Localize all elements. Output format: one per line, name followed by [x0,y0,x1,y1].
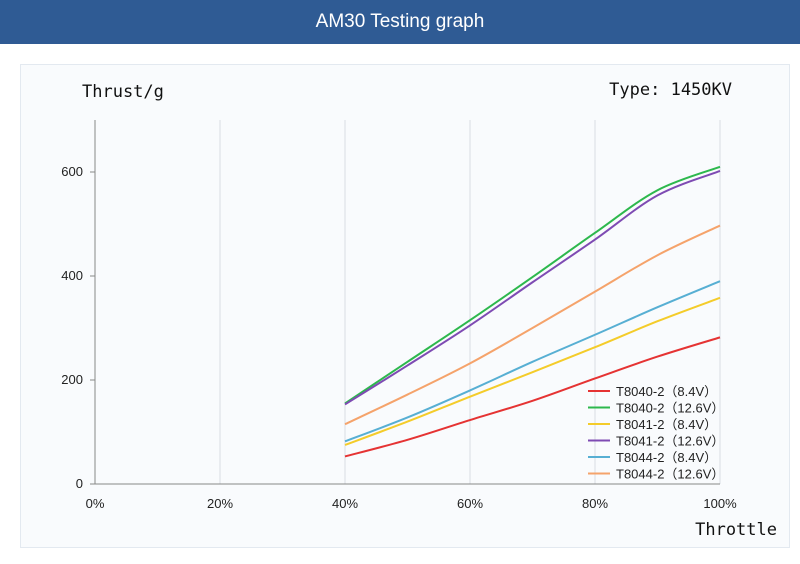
legend-label: T8041-2（8.4V） [616,417,717,432]
x-tick-label: 0% [86,496,105,511]
x-tick-label: 80% [582,496,608,511]
legend-label: T8044-2（8.4V） [616,450,717,465]
series-line-6 [344,224,721,426]
grid-lines [219,120,721,484]
y-axis-label: Thrust/g [82,82,164,102]
series-line-1 [344,336,721,458]
chart-title: AM30 Testing graph [315,11,485,32]
series-line-3 [344,296,721,446]
tick-labels: 0% 20% 40% 60% 80% 100% 0 200 400 600 [61,164,737,511]
legend-label: T8044-2（12.6V） [616,467,724,482]
y-tick-label: 200 [61,372,83,387]
x-tick-label: 40% [332,496,358,511]
x-tick-label: 100% [703,496,737,511]
legend: T8040-2（8.4V） T8040-2（12.6V）T8041-2（8.4V）… [588,384,724,482]
series-lines [344,165,721,458]
type-label: Type: 1450KV [609,80,732,100]
legend-label: T8041-2（12.6V） [616,434,724,449]
y-tick-label: 400 [61,268,83,283]
x-axis-label: Throttle [695,520,777,540]
legend-label: T8040-2（12.6V） [616,401,724,416]
x-tick-label: 60% [457,496,483,511]
y-tick-label: 600 [61,164,83,179]
chart-title-bar: AM30 Testing graph [0,0,800,44]
series-line-2 [344,165,721,405]
axes [90,120,720,485]
x-tick-label: 20% [207,496,233,511]
series-line-4 [344,170,721,406]
legend-label: T8040-2（8.4V） [616,384,717,399]
y-tick-label: 0 [76,476,83,491]
series-line-5 [344,280,721,443]
